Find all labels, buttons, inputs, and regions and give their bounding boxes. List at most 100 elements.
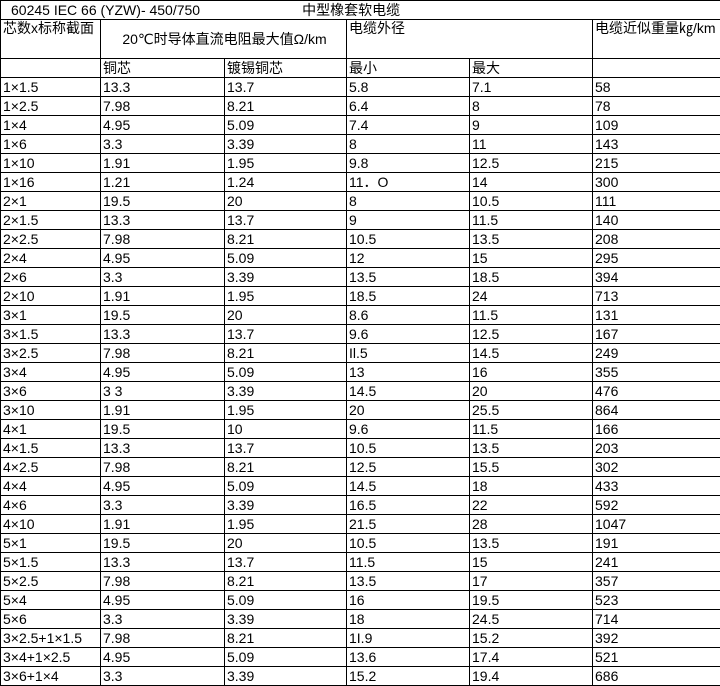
cell-min-diameter: 16 — [347, 591, 470, 610]
cell-weight: 864 — [593, 401, 720, 420]
cell-weight: 109 — [593, 116, 720, 135]
cell-max-diameter: 19.5 — [470, 591, 593, 610]
header-weight: 电缆近似重量㎏/km — [593, 20, 720, 59]
cell-section: 3×6 — [1, 382, 101, 401]
cell-copper-resistance: 3.3 — [101, 135, 225, 154]
header-diameter: 电缆外径 — [347, 20, 593, 59]
cell-max-diameter: 15.2 — [470, 629, 593, 648]
cell-min-diameter: 8 — [347, 135, 470, 154]
cell-weight: 300 — [593, 173, 720, 192]
cell-tinned-resistance: 20 — [225, 306, 347, 325]
cell-weight: 58 — [593, 78, 720, 97]
cell-section: 4×2.5 — [1, 458, 101, 477]
cell-max-diameter: 20 — [470, 382, 593, 401]
cell-tinned-resistance: 3.39 — [225, 496, 347, 515]
cell-max-diameter: 18.5 — [470, 268, 593, 287]
cell-section: 4×6 — [1, 496, 101, 515]
cell-copper-resistance: 4.95 — [101, 363, 225, 382]
cell-tinned-resistance: 5.09 — [225, 591, 347, 610]
header-section: 芯数x标称截面 — [1, 20, 101, 59]
cell-weight: 131 — [593, 306, 720, 325]
cell-min-diameter: 20 — [347, 401, 470, 420]
cell-min-diameter: 10.5 — [347, 230, 470, 249]
cell-section: 3×1 — [1, 306, 101, 325]
cell-copper-resistance: 13.3 — [101, 78, 225, 97]
cell-copper-resistance: 3 3 — [101, 382, 225, 401]
cell-section: 5×6 — [1, 610, 101, 629]
cell-weight: 241 — [593, 553, 720, 572]
cell-max-diameter: 13.5 — [470, 230, 593, 249]
cell-weight: 167 — [593, 325, 720, 344]
cell-copper-resistance: 7.98 — [101, 97, 225, 116]
cell-min-diameter: 15.2 — [347, 667, 470, 686]
cell-section: 5×4 — [1, 591, 101, 610]
cell-max-diameter: 24.5 — [470, 610, 593, 629]
cell-tinned-resistance: 13.7 — [225, 553, 347, 572]
cell-copper-resistance: 7.98 — [101, 572, 225, 591]
cell-max-diameter: 15 — [470, 553, 593, 572]
cell-tinned-resistance: 5.09 — [225, 363, 347, 382]
cell-section: 2×2.5 — [1, 230, 101, 249]
cell-weight: 295 — [593, 249, 720, 268]
cell-tinned-resistance: 8.21 — [225, 344, 347, 363]
cell-copper-resistance: 4.95 — [101, 648, 225, 667]
cell-min-diameter: 9.8 — [347, 154, 470, 173]
cell-tinned-resistance: 1.95 — [225, 515, 347, 534]
cell-max-diameter: 15 — [470, 249, 593, 268]
cell-weight: 521 — [593, 648, 720, 667]
cell-weight: 714 — [593, 610, 720, 629]
header-resistance: 20℃时导体直流电阻最大值Ω/km — [101, 20, 347, 59]
cell-copper-resistance: 3.3 — [101, 496, 225, 515]
cell-max-diameter: 11.5 — [470, 211, 593, 230]
cell-section: 3×10 — [1, 401, 101, 420]
cell-min-diameter: 10.5 — [347, 439, 470, 458]
cell-tinned-resistance: 13.7 — [225, 325, 347, 344]
cell-section: 1×4 — [1, 116, 101, 135]
subheader-empty — [1, 59, 101, 78]
cell-weight: 203 — [593, 439, 720, 458]
cell-max-diameter: 14 — [470, 173, 593, 192]
cell-section: 1×10 — [1, 154, 101, 173]
cell-section: 4×1.5 — [1, 439, 101, 458]
cell-section: 3×2.5+1×1.5 — [1, 629, 101, 648]
cell-weight: 111 — [593, 192, 720, 211]
cell-min-diameter: 13.6 — [347, 648, 470, 667]
cell-max-diameter: 19.4 — [470, 667, 593, 686]
cell-min-diameter: 12 — [347, 249, 470, 268]
cell-section: 4×4 — [1, 477, 101, 496]
cell-weight: 523 — [593, 591, 720, 610]
cell-max-diameter: 9 — [470, 116, 593, 135]
cell-tinned-resistance: 8.21 — [225, 572, 347, 591]
cell-tinned-resistance: 20 — [225, 192, 347, 211]
cell-max-diameter: 14.5 — [470, 344, 593, 363]
cell-section: 1×1.5 — [1, 78, 101, 97]
cell-section: 2×10 — [1, 287, 101, 306]
cell-copper-resistance: 13.3 — [101, 325, 225, 344]
cell-min-diameter: 11．O — [347, 173, 470, 192]
cell-copper-resistance: 3.3 — [101, 667, 225, 686]
cell-weight: 392 — [593, 629, 720, 648]
cell-tinned-resistance: 3.39 — [225, 135, 347, 154]
cell-copper-resistance: 4.95 — [101, 249, 225, 268]
cell-tinned-resistance: 13.7 — [225, 439, 347, 458]
cell-tinned-resistance: 5.09 — [225, 249, 347, 268]
cell-min-diameter: 9 — [347, 211, 470, 230]
cell-section: 3×4+1×2.5 — [1, 648, 101, 667]
cell-max-diameter: 24 — [470, 287, 593, 306]
cell-tinned-resistance: 3.39 — [225, 610, 347, 629]
cell-max-diameter: 8 — [470, 97, 593, 116]
cell-min-diameter: 18.5 — [347, 287, 470, 306]
